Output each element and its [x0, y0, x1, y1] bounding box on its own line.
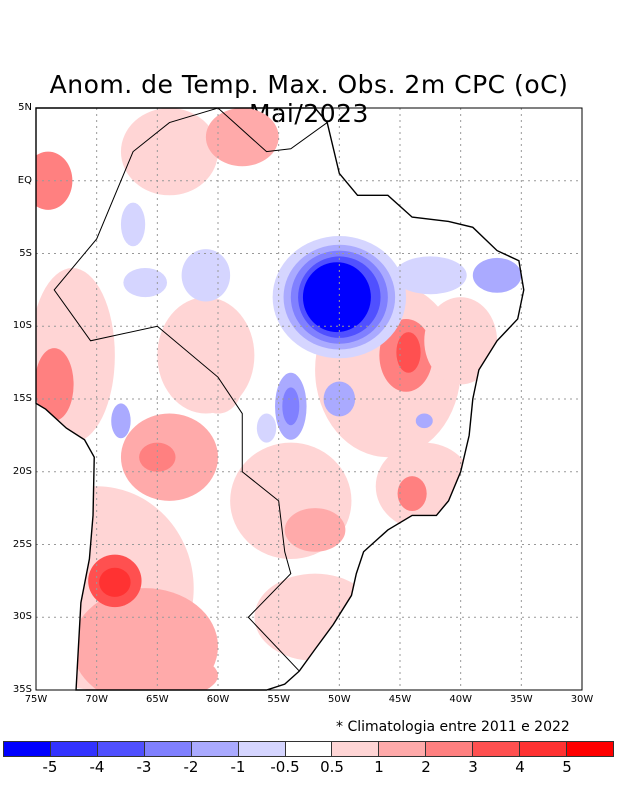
colorbar-label: 2 [421, 758, 431, 776]
lat-tick-label: 20S [12, 465, 32, 477]
colorbar-swatch [426, 742, 474, 756]
lon-tick-label: 55W [267, 694, 290, 705]
colorbar-label: 1 [374, 758, 384, 776]
colorbar-label: 0.5 [320, 758, 344, 776]
anomaly-contour [111, 403, 131, 439]
colorbar-swatch [4, 742, 51, 756]
anomaly-contour [256, 413, 277, 443]
lat-tick-label: 25S [12, 538, 32, 550]
anomaly-contour [321, 348, 370, 392]
lat-tick-label: 30S [12, 611, 32, 623]
colorbar [3, 741, 614, 757]
anomaly-contour [282, 387, 300, 426]
lat-tick-label: EQ [17, 174, 32, 186]
colorbar-swatch [238, 742, 286, 756]
lat-tick-label: 5N [18, 102, 32, 113]
colorbar-label: 4 [515, 758, 525, 776]
anomaly-contour [205, 108, 279, 167]
anomaly-contour [123, 268, 168, 298]
colorbar-label: -2 [183, 758, 199, 776]
lat-tick-label: 5S [19, 247, 32, 259]
colorbar-swatch [285, 742, 333, 756]
colorbar-label: -0.5 [270, 758, 300, 776]
anomaly-map [35, 107, 583, 691]
lon-tick-label: 50W [328, 694, 351, 705]
anomaly-contour [415, 413, 433, 429]
country-border [53, 107, 328, 672]
colorbar-label: -5 [42, 758, 58, 776]
lon-tick-label: 30W [570, 694, 594, 705]
lon-tick-label: 40W [449, 694, 472, 705]
anomaly-contour [424, 297, 498, 385]
map-frame [35, 107, 583, 691]
lon-tick-label: 45W [388, 694, 412, 705]
colorbar-swatch [332, 742, 380, 756]
colorbar-swatch [473, 742, 521, 756]
lat-tick-label: 15S [12, 393, 32, 404]
anomaly-contour [472, 257, 522, 293]
lon-tick-label: 70W [85, 694, 108, 705]
map-title: Anom. de Temp. Max. Obs. 2m CPC (oC) Mai… [49, 70, 569, 128]
anomaly-contour [284, 508, 346, 552]
colorbar-swatch [50, 742, 98, 756]
anomaly-contour [181, 249, 231, 302]
lon-tick-label: 35W [510, 694, 533, 705]
anomaly-contour [120, 202, 146, 247]
colorbar-swatch [567, 742, 613, 756]
colorbar-swatch [379, 742, 427, 756]
anomaly-contour [396, 332, 421, 373]
anomaly-contour [254, 573, 376, 661]
climatology-note: * Climatologia entre 2011 e 2022 [336, 719, 570, 735]
colorbar-swatch [97, 742, 145, 756]
anomaly-contour [323, 381, 356, 417]
anomaly-shading [36, 108, 522, 690]
anomaly-contour [397, 476, 427, 512]
colorbar-label: -4 [89, 758, 105, 776]
anomaly-contour [99, 567, 131, 597]
colorbar-label: 3 [468, 758, 478, 776]
anomaly-contour [393, 256, 467, 295]
colorbar-swatch [520, 742, 568, 756]
colorbar-label: -1 [230, 758, 246, 776]
lat-tick-label: 35S [12, 684, 32, 695]
anomaly-contour [120, 108, 218, 196]
lon-tick-label: 65W [146, 694, 169, 705]
colorbar-swatch [191, 742, 239, 756]
coastline [35, 107, 525, 691]
anomaly-contour [302, 262, 371, 333]
colorbar-label: -3 [136, 758, 152, 776]
lon-tick-label: 75W [24, 694, 48, 705]
anomaly-contour [120, 653, 218, 690]
lon-tick-label: 60W [206, 694, 230, 705]
anomaly-contour [36, 348, 74, 421]
lat-tick-label: 10S [12, 320, 32, 332]
colorbar-swatch [144, 742, 192, 756]
colorbar-label: 5 [562, 758, 572, 776]
